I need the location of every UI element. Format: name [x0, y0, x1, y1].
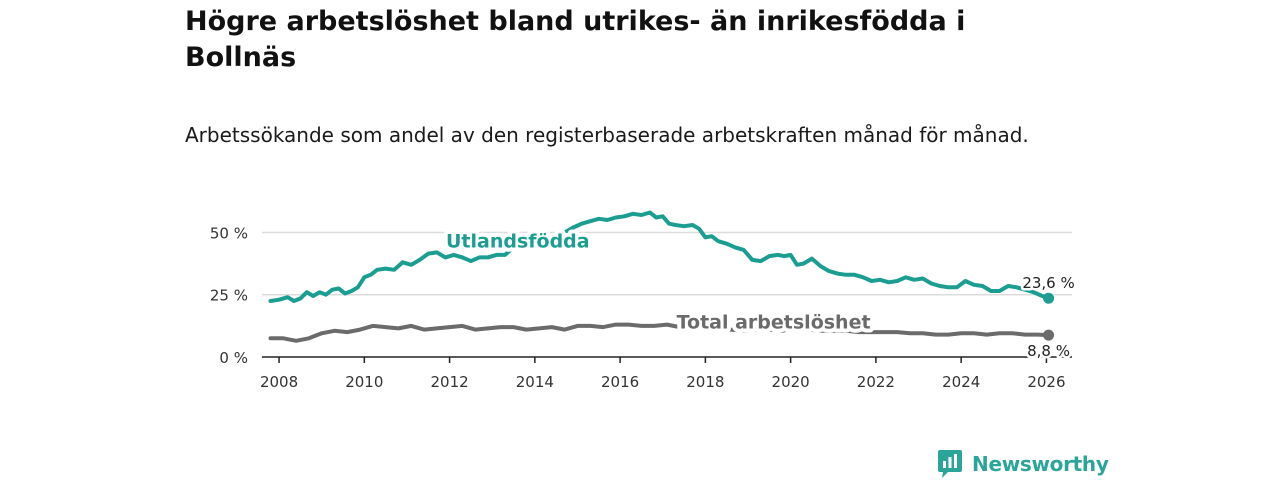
y-tick-label: 0 % — [219, 349, 248, 367]
x-tick-label: 2026 — [1027, 373, 1065, 391]
end-label-halo: 23,6 % — [1022, 274, 1074, 292]
x-tick-label: 2010 — [345, 373, 383, 391]
x-tick-label: 2008 — [260, 373, 298, 391]
series-name-label-0: Utlandsfödda — [446, 230, 590, 252]
series-end-point-1 — [1043, 329, 1055, 341]
x-tick-label: 2024 — [942, 373, 980, 391]
y-tick-label: 25 % — [210, 287, 248, 305]
chart-title: Högre arbetslöshet bland utrikes- än inr… — [185, 6, 966, 73]
logo-text: Newsworthy — [972, 452, 1109, 476]
newsworthy-logo-icon — [938, 450, 962, 478]
x-axis: 2008 2010 2012 2014 2016 2018 2020 2022 2024 2026 — [260, 356, 1072, 391]
x-tick-label: 2022 — [857, 373, 895, 391]
chart-subtitle: Arbetssökande som andel av den registerb… — [185, 123, 1029, 147]
x-tick-label: 2018 — [686, 373, 724, 391]
series-name-label-1: Total arbetslöshet — [677, 311, 871, 333]
series-name-halo: Utlandsfödda — [446, 230, 590, 252]
end-value-label-0: 23,6 % — [1022, 274, 1074, 292]
x-tick-label: 2012 — [430, 373, 468, 391]
end-label-halo: 8,8 % — [1027, 342, 1070, 360]
series-lines — [268, 210, 1055, 343]
x-tick-label: 2016 — [601, 373, 639, 391]
x-tick-label: 2014 — [516, 373, 554, 391]
y-tick-label: 50 % — [210, 224, 248, 242]
newsworthy-logo: Newsworthy — [937, 449, 1109, 479]
series-end-point-0 — [1043, 292, 1055, 304]
y-axis: 0 % 25 % 50 % — [210, 224, 248, 367]
grid-lines — [262, 231, 1072, 296]
x-tick-label: 2020 — [772, 373, 810, 391]
series-line-0 — [268, 210, 1051, 303]
series-labels: 23,6 %23,6 %8,8 %8,8 %UtlandsföddaUtland… — [442, 226, 1077, 362]
series-line-1 — [268, 322, 1051, 343]
series-name-halo: Total arbetslöshet — [677, 311, 871, 333]
end-value-label-1: 8,8 % — [1027, 342, 1070, 360]
